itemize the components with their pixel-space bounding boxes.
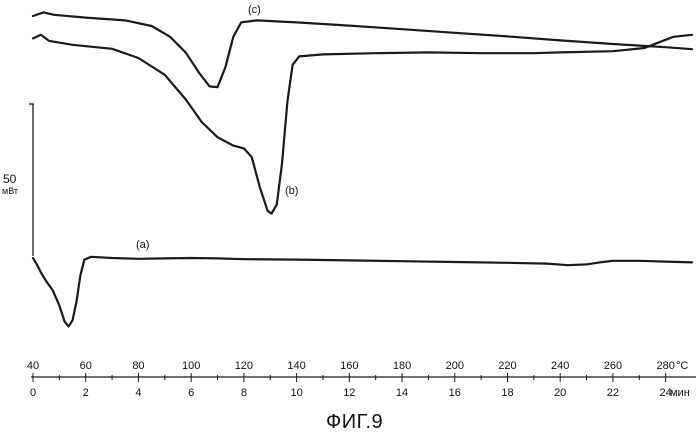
temperature-tick-label: 80 — [132, 360, 144, 372]
temperature-unit-label: °С — [676, 360, 688, 372]
time-tick-label: 4 — [135, 387, 141, 399]
time-tick-label: 16 — [449, 387, 461, 399]
curves-group — [33, 12, 692, 326]
temperature-tick-label: 220 — [498, 360, 516, 372]
temperature-axis: 40 60 80 100 120 140 160 180 200 220 240 260 280 — [27, 360, 675, 377]
time-tick-label: 2 — [83, 387, 89, 399]
scale-bar-value: 50 — [3, 172, 17, 186]
temperature-tick-label: 260 — [604, 360, 622, 372]
curve-label-c: (c) — [248, 4, 261, 16]
time-tick-label: 14 — [396, 387, 408, 399]
curve-a — [33, 257, 692, 327]
scale-bar-unit: мВт — [2, 186, 18, 196]
time-axis: 024681012141618202224 — [30, 377, 672, 399]
time-tick-label: 8 — [241, 387, 247, 399]
temperature-tick-label: 240 — [551, 360, 569, 372]
time-tick-label: 22 — [607, 387, 619, 399]
temperature-tick-label: 140 — [287, 360, 305, 372]
curve-label-b: (b) — [285, 185, 298, 197]
time-tick-label: 18 — [501, 387, 513, 399]
temperature-tick-label: 100 — [182, 360, 200, 372]
time-unit-label: мин — [670, 387, 690, 399]
temperature-tick-label: 200 — [446, 360, 464, 372]
temperature-tick-label: 280 — [656, 360, 674, 372]
time-tick-label: 12 — [343, 387, 355, 399]
temperature-tick-label: 120 — [235, 360, 253, 372]
time-tick-label: 0 — [30, 387, 36, 399]
temperature-tick-label: 180 — [393, 360, 411, 372]
temperature-tick-label: 60 — [80, 360, 92, 372]
time-tick-label: 10 — [290, 387, 302, 399]
temperature-tick-label: 160 — [340, 360, 358, 372]
curve-b — [33, 35, 692, 214]
time-tick-label: 6 — [188, 387, 194, 399]
figure-caption: ФИГ.9 — [326, 411, 383, 433]
time-tick-label: 20 — [554, 387, 566, 399]
curve-c — [33, 12, 692, 87]
temperature-tick-label: 40 — [27, 360, 39, 372]
curve-label-a: (a) — [136, 239, 149, 251]
